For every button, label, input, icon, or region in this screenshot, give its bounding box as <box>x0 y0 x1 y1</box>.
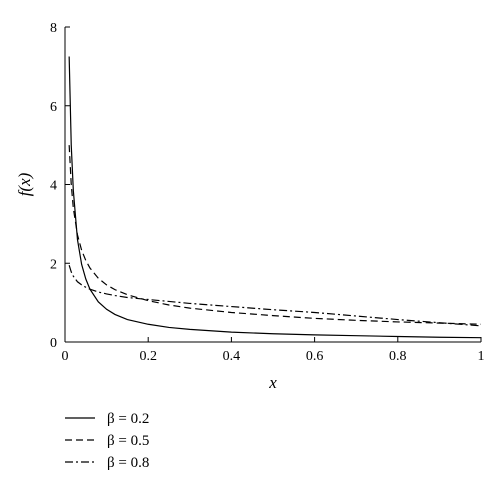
y-tick-label: 8 <box>50 21 57 36</box>
x-tick-label: 0 <box>62 349 69 364</box>
series-line-1 <box>68 56 482 339</box>
y-tick-label: 0 <box>50 336 57 351</box>
y-tick-label: 2 <box>50 257 57 272</box>
x-tick-label: 0.8 <box>389 349 407 364</box>
series-line-3 <box>68 265 482 327</box>
legend-label-3: β = 0.8 <box>107 455 149 471</box>
chart-curves <box>68 56 482 339</box>
legend: β = 0.2 β = 0.5 β = 0.8 <box>65 411 149 471</box>
y-tick-label: 4 <box>50 179 57 194</box>
legend-label-1: β = 0.2 <box>107 411 149 427</box>
legend-label-2: β = 0.5 <box>107 433 149 449</box>
x-tick-label: 0.6 <box>306 349 324 364</box>
x-tick-label: 1 <box>478 349 485 364</box>
y-tick-label: 6 <box>50 100 57 115</box>
x-tick-label: 0.2 <box>139 349 157 364</box>
series-line-2 <box>68 145 482 325</box>
x-tick-label: 0.4 <box>223 349 241 364</box>
plot-frame <box>64 27 481 343</box>
y-axis-label: f(x) <box>15 172 34 196</box>
x-axis-label: x <box>268 373 277 392</box>
axis-ticks: 0 0.2 0.4 0.6 0.8 1 0 2 4 6 8 <box>50 21 485 364</box>
